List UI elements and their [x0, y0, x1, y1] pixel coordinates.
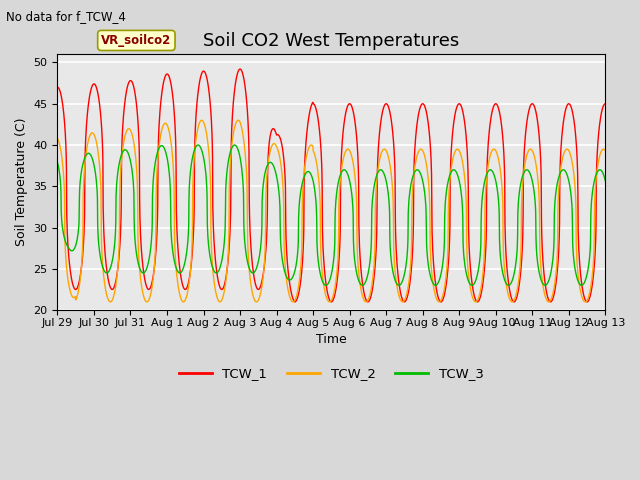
TCW_3 — [486, 167, 493, 173]
TCW_3 — [586, 253, 593, 259]
TCW_1 — [306, 110, 314, 116]
X-axis label: Time: Time — [316, 333, 347, 346]
TCW_2 — [602, 148, 609, 154]
TCW_3 — [320, 281, 328, 287]
TCW_1 — [486, 127, 493, 133]
TCW_1 — [586, 294, 594, 300]
TCW_3 — [194, 142, 202, 148]
TCW_2 — [586, 288, 594, 294]
TCW_1 — [81, 144, 89, 150]
Line: TCW_3: TCW_3 — [58, 145, 605, 285]
TCW_3 — [586, 250, 594, 256]
TCW_1 — [602, 101, 609, 107]
TCW_3 — [395, 282, 403, 288]
TCW_3 — [602, 178, 609, 184]
TCW_2 — [586, 289, 593, 295]
TCW_2 — [321, 286, 328, 292]
Text: VR_soilco2: VR_soilco2 — [101, 34, 172, 47]
TCW_2 — [306, 143, 314, 149]
Text: No data for f_TCW_4: No data for f_TCW_4 — [6, 10, 126, 23]
TCW_1 — [54, 84, 61, 90]
TCW_1 — [320, 263, 328, 268]
Title: Soil CO2 West Temperatures: Soil CO2 West Temperatures — [204, 32, 460, 50]
TCW_3 — [81, 154, 89, 159]
TCW_2 — [234, 117, 242, 123]
TCW_1 — [236, 66, 244, 72]
Line: TCW_2: TCW_2 — [58, 120, 605, 302]
Y-axis label: Soil Temperature (C): Soil Temperature (C) — [15, 118, 28, 246]
TCW_2 — [216, 299, 224, 305]
TCW_2 — [81, 156, 89, 162]
TCW_1 — [586, 295, 593, 300]
TCW_2 — [486, 156, 493, 162]
TCW_1 — [401, 299, 408, 305]
TCW_3 — [306, 169, 314, 175]
TCW_3 — [54, 159, 61, 165]
TCW_2 — [54, 135, 61, 141]
Line: TCW_1: TCW_1 — [58, 69, 605, 302]
Legend: TCW_1, TCW_2, TCW_3: TCW_1, TCW_2, TCW_3 — [173, 362, 489, 385]
